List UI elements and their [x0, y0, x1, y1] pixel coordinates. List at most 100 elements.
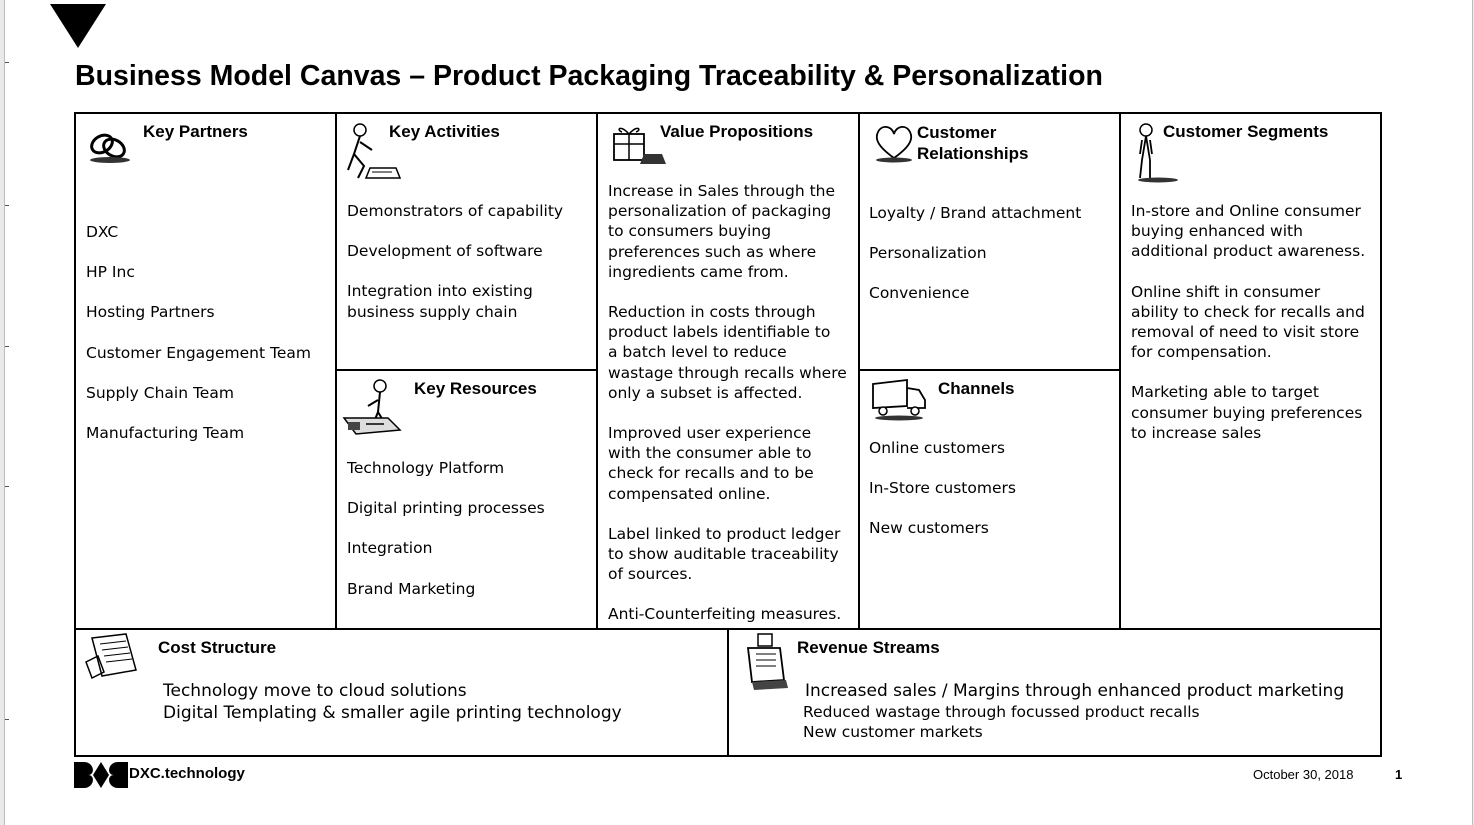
divider [858, 369, 1121, 371]
text-line: Online shift in consumer [1131, 282, 1321, 301]
list-item: Reduced wastage through focussed product… [803, 703, 1200, 721]
edge-tick [5, 62, 9, 63]
customer-relationships-heading-line1: Customer [917, 123, 997, 142]
dxc-logo [74, 762, 128, 788]
machinery-icon [342, 379, 402, 435]
text-line: a batch level to reduce [608, 343, 787, 362]
text-line: compensated online. [608, 484, 771, 503]
text-line: consumer buying preferences [1131, 403, 1363, 422]
text-line: removal of need to visit store [1131, 323, 1360, 342]
text-line: Label linked to product ledger [608, 524, 841, 543]
list-item: Integration [347, 539, 433, 558]
customer-relationships-heading-line2: Relationships [917, 144, 1029, 163]
list-item: HP Inc [86, 263, 135, 282]
list-item: New customers [869, 519, 989, 538]
page-number: 1 [1395, 767, 1403, 782]
canvas-grid: Key Partners DXC HP Inc Hosting Partners… [74, 112, 1382, 757]
text-line: Reduction in costs through [608, 303, 816, 322]
list-item: Integration into existing [347, 282, 533, 301]
key-partners-heading: Key Partners [143, 122, 248, 141]
key-resources-heading: Key Resources [414, 379, 537, 398]
channels-heading: Channels [938, 379, 1015, 398]
text-line: preferences such as where [608, 242, 817, 261]
list-item: Digital printing processes [347, 499, 545, 518]
divider [596, 114, 598, 628]
corner-triangle [50, 4, 106, 48]
revenue-streams-heading: Revenue Streams [797, 638, 940, 657]
list-item: Manufacturing Team [86, 424, 245, 443]
text-line: with the consumer able to [608, 444, 812, 463]
footer-date: October 30, 2018 [1253, 767, 1354, 782]
list-item: Loyalty / Brand attachment [869, 204, 1082, 222]
key-activities-heading: Key Activities [389, 122, 500, 141]
text-line: only a subset is affected. [608, 383, 803, 402]
text-line: Increase in Sales through the [608, 182, 836, 200]
list-item: Personalization [869, 244, 987, 263]
person-icon [1138, 123, 1178, 183]
heart-icon [875, 126, 913, 163]
slide: Business Model Canvas – Product Packagin… [4, 0, 1473, 825]
truck-icon [872, 378, 926, 421]
text-line: personalization of packaging [608, 202, 832, 221]
text-line: Marketing able to target [1131, 383, 1319, 402]
divider [858, 114, 860, 628]
customer-segments-text: In-store and Online consumer buying enha… [1131, 201, 1365, 443]
list-item: Technology Platform [347, 459, 505, 477]
list-item: DXC [86, 223, 119, 241]
divider [727, 628, 729, 757]
list-item: Online customers [869, 439, 1005, 457]
list-item: In-Store customers [869, 479, 1016, 498]
value-propositions-text: Increase in Sales through the personaliz… [608, 181, 847, 625]
list-item: Convenience [869, 284, 970, 303]
value-propositions-heading: Value Propositions [660, 122, 814, 141]
text-line: for compensation. [1131, 343, 1272, 362]
text-line: Improved user experience [608, 424, 812, 443]
text-line: Anti-Counterfeiting measures. [608, 605, 842, 624]
receipt-icon [85, 633, 137, 680]
divider [76, 628, 1382, 630]
text-line: additional product awareness. [1131, 242, 1366, 261]
gift-icon [613, 127, 666, 164]
list-item: Digital Templating & smaller agile print… [163, 703, 622, 723]
list-item: Customer Engagement Team [86, 343, 311, 362]
text-line: ingredients came from. [608, 262, 789, 281]
divider [335, 369, 598, 371]
cash-register-icon [746, 633, 788, 690]
worker-icon [347, 123, 402, 179]
customer-relationships-list: Loyalty / Brand attachment Personalizati… [869, 203, 1081, 304]
list-item: business supply chain [347, 302, 518, 321]
list-item: Brand Marketing [347, 579, 476, 598]
channels-list: Online customers In-Store customers New … [869, 438, 1016, 539]
text-line: In-store and Online consumer [1131, 202, 1361, 220]
list-item: New customer markets [803, 723, 983, 742]
cost-structure-heading: Cost Structure [158, 638, 277, 657]
text-line: of sources. [608, 565, 693, 584]
divider [1119, 114, 1121, 628]
text-line: wastage through recalls where [608, 363, 847, 382]
customer-segments-heading: Customer Segments [1163, 122, 1329, 141]
text-line: to consumers buying [608, 222, 772, 241]
list-item: Development of software [347, 242, 543, 261]
list-item: Supply Chain Team [86, 383, 234, 402]
edge-tick [5, 346, 9, 347]
list-item: Demonstrators of capability [347, 202, 564, 220]
list-item: Technology move to cloud solutions [163, 681, 467, 701]
divider [335, 114, 337, 628]
list-item: Hosting Partners [86, 303, 215, 322]
key-activities-list: Demonstrators of capability Development … [347, 201, 563, 322]
revenue-streams-list: Reduced wastage through focussed product… [803, 702, 1200, 742]
text-line: check for recalls and to be [608, 464, 814, 483]
cost-structure-list: Technology move to cloud solutions Digit… [163, 680, 622, 724]
brand-name: DXC.technology [129, 765, 245, 782]
text-line: buying enhanced with [1131, 222, 1303, 241]
text-line: product labels identifiable to [608, 323, 831, 342]
edge-tick [5, 486, 9, 487]
revenue-streams-item: Increased sales / Margins through enhanc… [805, 681, 1345, 701]
chain-links-icon [90, 133, 130, 163]
edge-tick [5, 719, 9, 720]
text-line: to show auditable traceability [608, 545, 839, 564]
edge-tick [5, 205, 9, 206]
page-title: Business Model Canvas – Product Packagin… [75, 60, 1103, 92]
key-partners-list: DXC HP Inc Hosting Partners Customer Eng… [86, 222, 311, 443]
text-line: to increase sales [1131, 423, 1262, 442]
